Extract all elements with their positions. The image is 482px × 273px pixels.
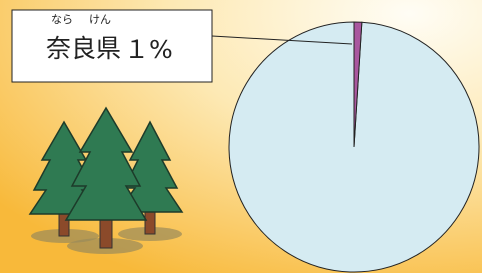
furigana: なら (51, 13, 73, 26)
value-label: １% (124, 35, 173, 64)
pie (229, 22, 479, 272)
chart: なら けん 奈良県 １% (0, 0, 482, 273)
slice-label: 奈良県 (46, 34, 121, 63)
furigana: けん (89, 13, 111, 26)
